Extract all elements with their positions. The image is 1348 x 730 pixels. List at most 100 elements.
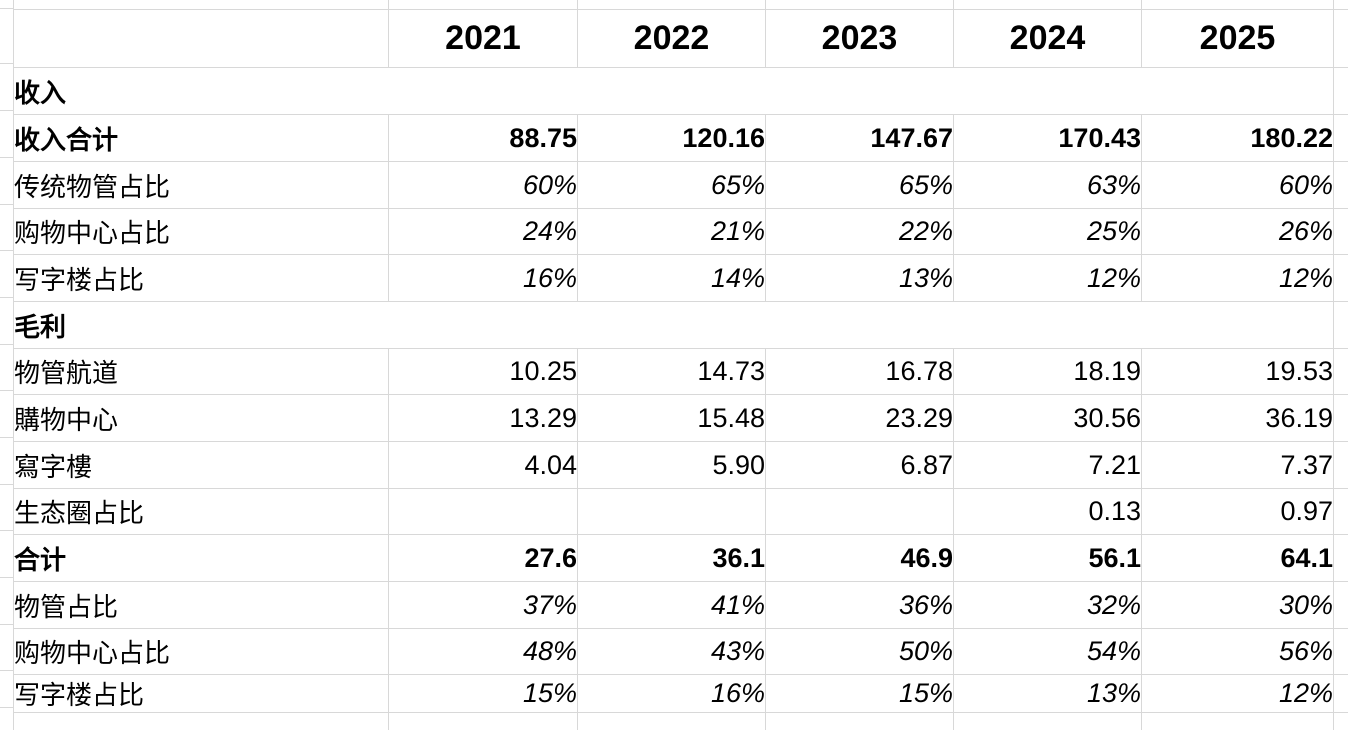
value-cell[interactable]: 46.9 (765, 534, 954, 582)
value-cell[interactable]: 0.13 (953, 488, 1142, 535)
value-cell[interactable]: 65% (577, 161, 766, 209)
value-cell[interactable]: 15% (388, 674, 578, 713)
value-cell[interactable]: 16% (577, 674, 766, 713)
value-cell[interactable]: 63% (953, 161, 1142, 209)
value-cell[interactable]: 21% (577, 208, 766, 255)
value-cell[interactable]: 14% (577, 254, 766, 302)
value-cell[interactable]: 25% (953, 208, 1142, 255)
spacer-cell[interactable] (1333, 114, 1348, 162)
value-cell[interactable]: 60% (388, 161, 578, 209)
value-cell[interactable]: 15% (765, 674, 954, 713)
spacer-cell[interactable] (1333, 534, 1348, 582)
value-cell[interactable]: 23.29 (765, 394, 954, 442)
spacer-cell[interactable] (1333, 301, 1348, 349)
year-header-cell[interactable]: 2024 (953, 9, 1142, 68)
value-cell[interactable]: 30.56 (953, 394, 1142, 442)
value-cell[interactable]: 6.87 (765, 441, 954, 489)
year-header-cell[interactable]: 2021 (388, 9, 578, 68)
value-cell[interactable]: 5.90 (577, 441, 766, 489)
spacer-cell[interactable] (1333, 581, 1348, 629)
value-cell[interactable]: 15.48 (577, 394, 766, 442)
year-header-cell[interactable]: 2025 (1141, 9, 1334, 68)
value-cell[interactable]: 12% (953, 254, 1142, 302)
section-header-cell[interactable]: 毛利 (13, 301, 1334, 349)
value-cell[interactable]: 56% (1141, 628, 1334, 675)
row-label-cell[interactable]: 传统物管占比 (13, 161, 389, 209)
value-cell[interactable]: 170.43 (953, 114, 1142, 162)
grid-line (0, 250, 13, 251)
value-cell[interactable] (388, 488, 578, 535)
value-cell[interactable]: 147.67 (765, 114, 954, 162)
value-cell[interactable]: 12% (1141, 674, 1334, 713)
row-label-cell[interactable]: 写字楼占比 (13, 674, 389, 713)
value-cell[interactable]: 65% (765, 161, 954, 209)
spacer-cell[interactable] (1333, 9, 1348, 68)
row-label-cell[interactable]: 购物中心占比 (13, 628, 389, 675)
value-cell[interactable]: 60% (1141, 161, 1334, 209)
value-cell[interactable]: 32% (953, 581, 1142, 629)
spacer-cell[interactable] (1333, 161, 1348, 209)
value-cell[interactable]: 36.1 (577, 534, 766, 582)
value-cell[interactable]: 120.16 (577, 114, 766, 162)
row-label-cell[interactable]: 收入合计 (13, 114, 389, 162)
value-cell[interactable] (577, 488, 766, 535)
value-cell[interactable]: 36.19 (1141, 394, 1334, 442)
table-row: 寫字樓 4.04 5.90 6.87 7.21 7.37 (13, 441, 1348, 489)
value-cell[interactable]: 26% (1141, 208, 1334, 255)
value-cell[interactable]: 50% (765, 628, 954, 675)
value-cell[interactable]: 24% (388, 208, 578, 255)
value-cell[interactable]: 10.25 (388, 348, 578, 395)
value-cell[interactable] (765, 488, 954, 535)
value-cell[interactable]: 36% (765, 581, 954, 629)
row-label-cell[interactable]: 合计 (13, 534, 389, 582)
value-cell[interactable]: 4.04 (388, 441, 578, 489)
row-label-cell[interactable]: 购物中心占比 (13, 208, 389, 255)
value-cell[interactable]: 48% (388, 628, 578, 675)
value-cell[interactable]: 14.73 (577, 348, 766, 395)
value-cell[interactable]: 30% (1141, 581, 1334, 629)
value-cell[interactable]: 16.78 (765, 348, 954, 395)
row-label-cell[interactable]: 購物中心 (13, 394, 389, 442)
row-label-cell[interactable]: 写字楼占比 (13, 254, 389, 302)
spacer-cell[interactable] (1333, 67, 1348, 115)
value-cell[interactable]: 27.6 (388, 534, 578, 582)
row-label-cell[interactable]: 物管航道 (13, 348, 389, 395)
year-header-cell[interactable]: 2023 (765, 9, 954, 68)
spacer-cell[interactable] (1333, 208, 1348, 255)
grid-line (577, 0, 578, 9)
value-cell[interactable]: 16% (388, 254, 578, 302)
row-label-cell[interactable]: 生态圈占比 (13, 488, 389, 535)
value-cell[interactable]: 12% (1141, 254, 1334, 302)
value-cell[interactable]: 56.1 (953, 534, 1142, 582)
value-cell[interactable]: 7.37 (1141, 441, 1334, 489)
spacer-cell[interactable] (1333, 674, 1348, 713)
corner-cell[interactable] (13, 9, 389, 68)
value-cell[interactable]: 88.75 (388, 114, 578, 162)
value-cell[interactable]: 7.21 (953, 441, 1142, 489)
value-cell[interactable]: 64.1 (1141, 534, 1334, 582)
spacer-cell[interactable] (1333, 441, 1348, 489)
value-cell[interactable]: 180.22 (1141, 114, 1334, 162)
spacer-cell[interactable] (1333, 628, 1348, 675)
value-cell[interactable]: 0.97 (1141, 488, 1334, 535)
value-cell[interactable]: 37% (388, 581, 578, 629)
value-cell[interactable]: 22% (765, 208, 954, 255)
grid-line (13, 0, 14, 9)
year-header-cell[interactable]: 2022 (577, 9, 766, 68)
value-cell[interactable]: 54% (953, 628, 1142, 675)
section-header-cell[interactable]: 收入 (13, 67, 1334, 115)
spacer-cell[interactable] (1333, 348, 1348, 395)
value-cell[interactable]: 18.19 (953, 348, 1142, 395)
spacer-cell[interactable] (1333, 254, 1348, 302)
value-cell[interactable]: 13% (953, 674, 1142, 713)
spacer-cell[interactable] (1333, 488, 1348, 535)
value-cell[interactable]: 13% (765, 254, 954, 302)
row-label-cell[interactable]: 物管占比 (13, 581, 389, 629)
spacer-cell[interactable] (1333, 394, 1348, 442)
row-label-cell[interactable]: 寫字樓 (13, 441, 389, 489)
value-cell[interactable]: 19.53 (1141, 348, 1334, 395)
grid-line (0, 204, 13, 205)
value-cell[interactable]: 13.29 (388, 394, 578, 442)
value-cell[interactable]: 43% (577, 628, 766, 675)
value-cell[interactable]: 41% (577, 581, 766, 629)
